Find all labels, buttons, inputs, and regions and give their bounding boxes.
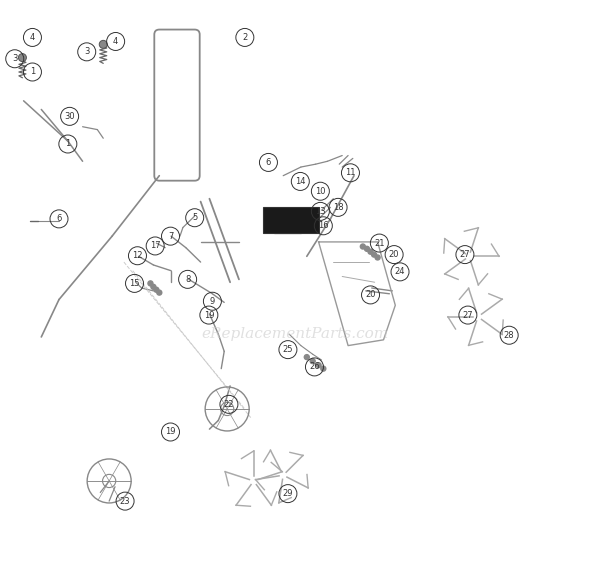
Text: 14: 14 bbox=[295, 177, 306, 186]
Text: 15: 15 bbox=[129, 279, 140, 288]
Text: 4: 4 bbox=[30, 33, 35, 42]
Circle shape bbox=[18, 54, 27, 62]
Text: 28: 28 bbox=[504, 331, 514, 340]
Circle shape bbox=[321, 366, 326, 371]
Text: 5: 5 bbox=[192, 213, 197, 222]
Text: 21: 21 bbox=[374, 238, 385, 248]
Circle shape bbox=[148, 281, 153, 286]
Circle shape bbox=[372, 252, 376, 257]
Text: 20: 20 bbox=[389, 250, 399, 259]
Text: 10: 10 bbox=[315, 187, 326, 196]
Text: 17: 17 bbox=[150, 241, 160, 251]
Circle shape bbox=[304, 355, 309, 359]
Text: 7: 7 bbox=[168, 232, 173, 241]
Text: 16: 16 bbox=[318, 221, 329, 230]
Text: 26: 26 bbox=[309, 362, 320, 372]
Circle shape bbox=[365, 247, 369, 251]
Text: eReplacementParts.com: eReplacementParts.com bbox=[201, 327, 389, 341]
Text: 24: 24 bbox=[395, 267, 405, 276]
Text: 1: 1 bbox=[65, 139, 70, 149]
Text: 6: 6 bbox=[56, 214, 62, 223]
Circle shape bbox=[154, 287, 159, 292]
Circle shape bbox=[157, 290, 162, 295]
Text: 18: 18 bbox=[333, 203, 343, 212]
Text: 30: 30 bbox=[64, 112, 75, 121]
Text: 4: 4 bbox=[113, 37, 118, 46]
Text: 3: 3 bbox=[12, 54, 18, 63]
Circle shape bbox=[316, 363, 321, 367]
Text: 20: 20 bbox=[365, 290, 376, 300]
Text: 23: 23 bbox=[120, 497, 130, 506]
Circle shape bbox=[99, 40, 107, 48]
Text: 27: 27 bbox=[463, 310, 473, 320]
Circle shape bbox=[368, 249, 373, 254]
Text: 19: 19 bbox=[165, 427, 176, 437]
Text: 13: 13 bbox=[315, 207, 326, 216]
Text: 19: 19 bbox=[204, 310, 214, 320]
Text: 9: 9 bbox=[210, 297, 215, 306]
Text: 27: 27 bbox=[460, 250, 470, 259]
Text: 3: 3 bbox=[84, 47, 90, 56]
Text: 29: 29 bbox=[283, 489, 293, 498]
Bar bbox=[263, 207, 319, 233]
Text: 2: 2 bbox=[242, 33, 247, 42]
Circle shape bbox=[360, 244, 365, 249]
Text: 1: 1 bbox=[30, 67, 35, 77]
Text: 8: 8 bbox=[185, 275, 191, 284]
Text: 12: 12 bbox=[132, 251, 143, 260]
Text: 6: 6 bbox=[266, 158, 271, 167]
Text: 25: 25 bbox=[283, 345, 293, 354]
Text: 11: 11 bbox=[345, 168, 356, 177]
Circle shape bbox=[151, 285, 156, 289]
Circle shape bbox=[310, 359, 315, 363]
Circle shape bbox=[375, 255, 380, 260]
Text: 22: 22 bbox=[224, 400, 234, 409]
